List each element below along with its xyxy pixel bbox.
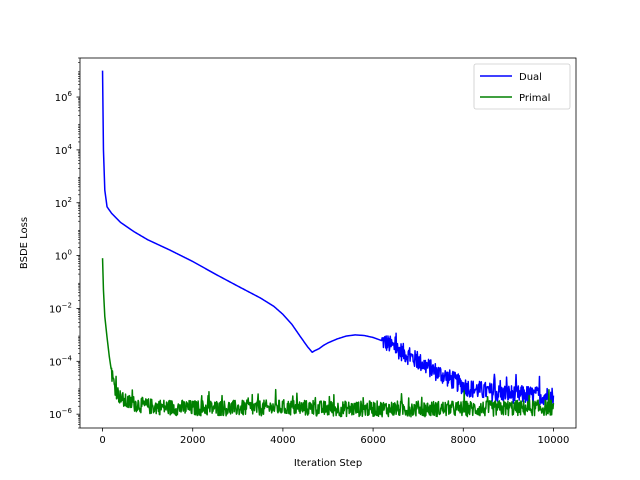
x-tick-label: 10000	[538, 435, 570, 446]
x-tick-label: 2000	[180, 435, 205, 446]
plot-area	[80, 58, 576, 428]
series-layer	[101, 70, 555, 418]
y-tick-label: 104	[55, 143, 73, 157]
x-tick-label: 8000	[451, 435, 476, 446]
y-tick-label: 100	[55, 249, 72, 263]
legend: Dual Primal	[473, 63, 571, 110]
series-line-dual	[101, 70, 555, 406]
x-tick-label: 0	[99, 435, 105, 446]
legend-label-dual: Dual	[519, 72, 542, 83]
x-tick-label: 6000	[360, 435, 385, 446]
x-axis-ticks: 0 2000 4000 6000 8000 10000	[99, 428, 569, 446]
legend-label-primal: Primal	[519, 93, 550, 104]
y-tick-label: 10−6	[49, 407, 73, 421]
x-axis-label: Iteration Step	[294, 458, 362, 469]
y-axis-ticks: 10−6 10−4 10−2 100 102 104 106	[49, 57, 80, 429]
y-tick-label: 10−2	[49, 301, 72, 315]
y-tick-label: 10−4	[49, 354, 73, 368]
y-tick-label: 106	[55, 90, 73, 104]
x-tick-label: 4000	[270, 435, 295, 446]
y-axis-label: BSDE Loss	[19, 217, 30, 269]
y-tick-label: 102	[55, 196, 72, 210]
series-line-primal	[101, 258, 555, 418]
